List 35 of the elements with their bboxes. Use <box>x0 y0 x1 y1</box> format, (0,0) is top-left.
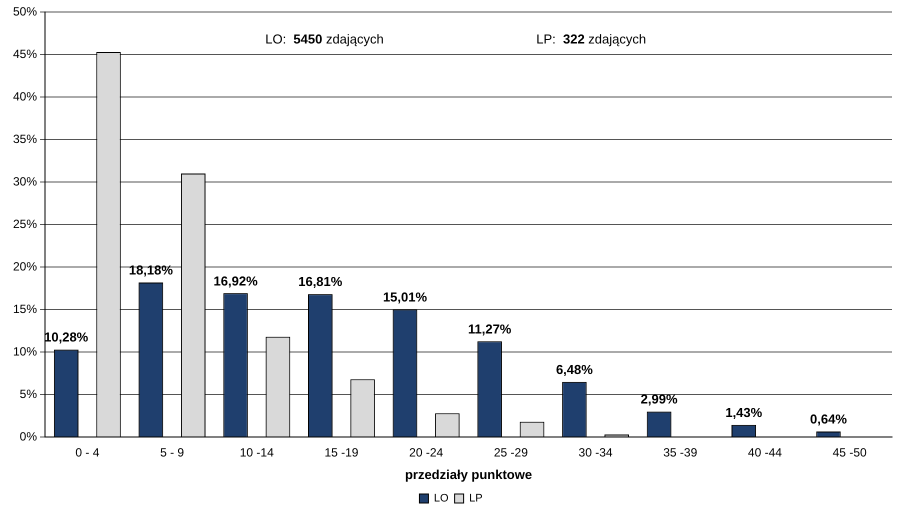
x-axis-title: przedziały punktowe <box>404 466 532 482</box>
x-tick-label: 45 -50 <box>832 446 867 460</box>
y-tick-label: 50% <box>12 4 38 18</box>
data-label: 0,64% <box>810 412 848 427</box>
x-tick-label: 20 -24 <box>409 446 444 460</box>
annotation: LP: 322 zdających <box>536 32 646 47</box>
data-label: 2,99% <box>640 392 678 407</box>
x-tick-label: 15 -19 <box>324 446 359 460</box>
y-tick-label: 30% <box>12 174 38 188</box>
x-tick-label: 5 - 9 <box>160 446 184 460</box>
data-label: 1,43% <box>725 404 763 420</box>
legend-label: LO <box>434 492 450 505</box>
x-tick-label: 0 - 4 <box>75 446 100 460</box>
annotation: LO: 5450 zdających <box>265 32 384 47</box>
y-tick-label: 10% <box>12 344 38 358</box>
y-tick-label: 15% <box>12 302 38 316</box>
data-label: 10,28% <box>44 330 89 345</box>
y-tick-label: 35% <box>12 132 38 146</box>
y-tick-label: 5% <box>20 386 38 401</box>
data-label: 16,92% <box>214 273 258 288</box>
y-tick-label: 45% <box>12 46 38 61</box>
data-label: 15,01% <box>382 289 428 304</box>
x-tick-label: 25 -29 <box>494 446 528 460</box>
data-label: 16,81% <box>298 274 343 290</box>
legend-label: LP <box>469 492 483 505</box>
y-tick-label: 40% <box>12 89 38 104</box>
data-label: 6,48% <box>556 362 594 377</box>
x-tick-label: 35 -39 <box>663 446 698 460</box>
x-tick-label: 10 -14 <box>240 446 274 460</box>
y-tick-label: 0% <box>20 429 38 444</box>
x-tick-label: 30 -34 <box>578 446 613 460</box>
data-label: 11,27% <box>468 321 512 336</box>
y-tick-label: 20% <box>12 259 38 274</box>
y-tick-label: 25% <box>12 216 38 231</box>
x-tick-label: 40 -44 <box>748 446 782 460</box>
